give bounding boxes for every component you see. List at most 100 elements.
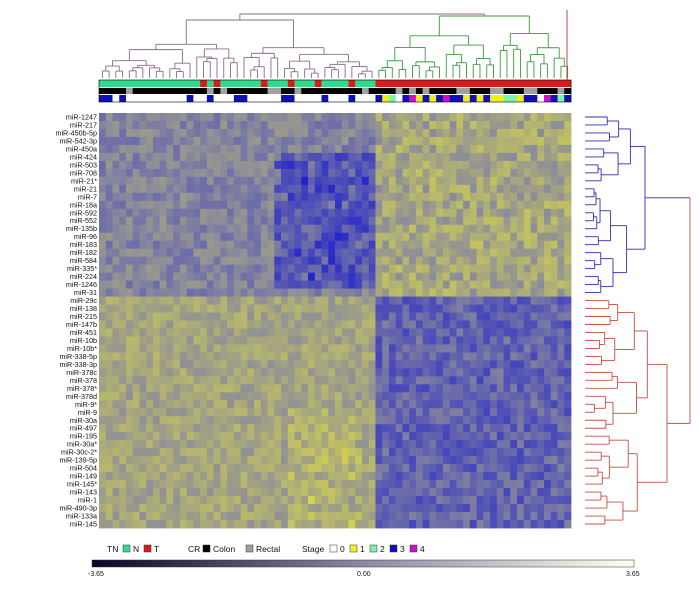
heatmap-cell [308, 392, 316, 401]
heatmap-cell [274, 272, 282, 281]
heatmap-cell [523, 512, 531, 521]
heatmap-cell [193, 432, 201, 441]
heatmap-cell [442, 384, 451, 393]
heatmap-cell [152, 312, 161, 321]
heatmap-cell [112, 113, 120, 122]
heatmap-cell [564, 296, 572, 305]
heatmap-cell [125, 512, 134, 521]
heatmap-cell [415, 113, 424, 122]
heatmap-cell [267, 136, 275, 146]
heatmap-cell [240, 128, 248, 138]
heatmap-cell [287, 144, 295, 154]
heatmap-cell [287, 240, 295, 250]
heatmap-cell [503, 216, 511, 226]
heatmap-cell [388, 368, 397, 377]
heatmap-cell [227, 232, 235, 242]
heatmap-cell [301, 384, 309, 393]
stage-cell [429, 95, 437, 102]
heatmap-cell [321, 248, 329, 258]
heatmap-cell [355, 152, 363, 162]
heatmap-cell [341, 344, 349, 353]
heatmap-cell [206, 488, 215, 497]
tn-cell [105, 80, 113, 87]
heatmap-cell [206, 288, 215, 297]
heatmap-cell [193, 336, 201, 345]
heatmap-cell [260, 424, 268, 433]
heatmap-cell [254, 224, 262, 234]
heatmap-cell [368, 200, 376, 210]
heatmap-cell [382, 192, 390, 202]
heatmap-cell [402, 512, 410, 521]
heatmap-cell [119, 440, 127, 449]
heatmap-cell [564, 456, 572, 465]
heatmap-cell [348, 448, 356, 457]
heatmap-cell [463, 456, 471, 465]
heatmap-cell [375, 472, 383, 481]
heatmap-cell [503, 288, 511, 297]
heatmap-cell [206, 256, 215, 266]
heatmap-cell [483, 456, 491, 465]
heatmap-cell [429, 320, 437, 329]
heatmap-cell [517, 176, 525, 186]
heatmap-cell [409, 272, 417, 281]
heatmap-cell [125, 352, 134, 361]
heatmap-cell [105, 424, 113, 433]
heatmap-cell [368, 128, 376, 138]
heatmap-cell [260, 360, 268, 369]
heatmap-cell [301, 504, 309, 513]
heatmap-cell [456, 488, 464, 497]
heatmap-cell [544, 480, 552, 489]
heatmap-cell [152, 416, 161, 425]
heatmap-cell [449, 512, 457, 521]
heatmap-cell [112, 312, 120, 321]
heatmap-cell [537, 176, 545, 186]
heatmap-cell [213, 440, 221, 449]
heatmap-cell [503, 120, 511, 130]
heatmap-cell [301, 464, 309, 473]
heatmap-cell [523, 208, 531, 218]
heatmap-cell [254, 184, 262, 194]
heatmap-cell [233, 408, 241, 417]
heatmap-cell [483, 312, 491, 321]
row-label: miR-378* [67, 384, 97, 393]
heatmap-cell [382, 144, 390, 154]
heatmap-cell [274, 248, 282, 258]
heatmap-cell [321, 480, 329, 489]
heatmap-cell [429, 496, 437, 505]
heatmap-cell [152, 464, 161, 473]
heatmap-cell [388, 224, 397, 234]
heatmap-cell [469, 176, 477, 186]
heatmap-cell [254, 440, 262, 449]
heatmap-cell [314, 280, 322, 289]
heatmap-cell [537, 448, 545, 457]
heatmap-cell [206, 168, 215, 178]
heatmap-cell [483, 496, 491, 505]
heatmap-cell [409, 120, 417, 130]
heatmap-cell [530, 216, 538, 226]
heatmap-cell [213, 328, 221, 337]
heatmap-cell [254, 216, 262, 226]
heatmap-cell [179, 424, 188, 433]
heatmap-cell [206, 520, 215, 529]
heatmap-cell [409, 184, 417, 194]
heatmap-cell [436, 520, 444, 529]
row-label: miR-9 [78, 408, 97, 417]
heatmap-cell [537, 360, 545, 369]
heatmap-cell [240, 336, 248, 345]
cr-cell [200, 88, 208, 94]
heatmap-cell [247, 312, 255, 321]
row-label: miR-708 [70, 168, 97, 177]
heatmap-cell [301, 176, 309, 186]
heatmap-cell [510, 416, 518, 425]
heatmap-cell [517, 168, 525, 178]
heatmap-cell [395, 496, 403, 505]
heatmap-cell [139, 376, 147, 385]
heatmap-cell [119, 224, 127, 234]
heatmap-cell [132, 504, 140, 513]
heatmap-cell [240, 240, 248, 250]
heatmap-cell [125, 113, 134, 122]
heatmap-cell [146, 184, 154, 194]
heatmap-cell [415, 488, 424, 497]
heatmap-cell [206, 424, 215, 433]
heatmap-cell [483, 192, 491, 202]
